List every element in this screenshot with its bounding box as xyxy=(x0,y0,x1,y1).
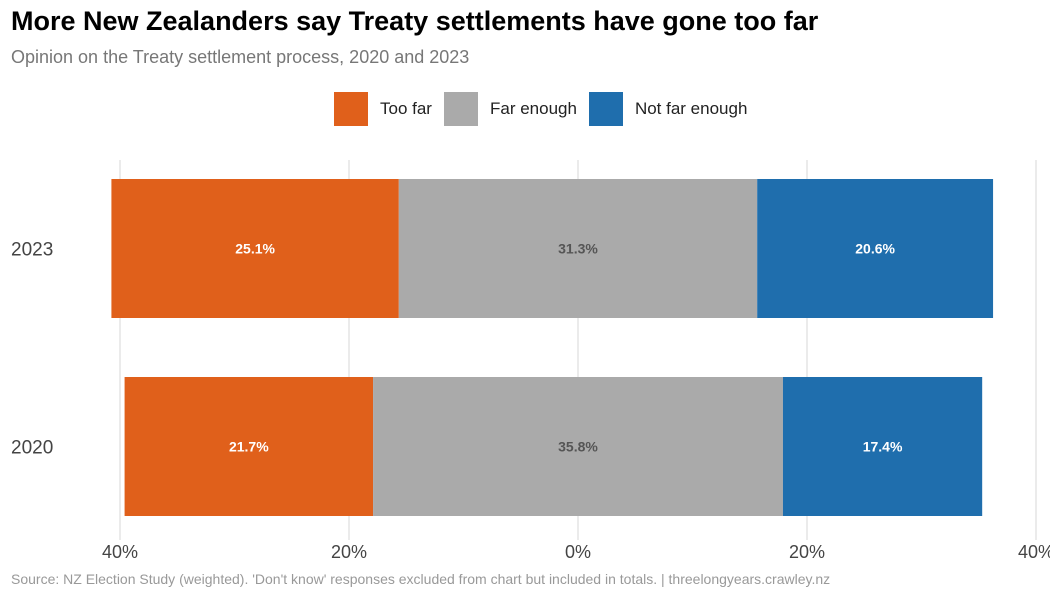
source-note: Source: NZ Election Study (weighted). 'D… xyxy=(11,571,831,587)
legend-swatch xyxy=(588,92,623,126)
legend-label: Too far xyxy=(380,99,432,118)
legend-swatch xyxy=(334,92,368,126)
data-label: 17.4% xyxy=(863,439,903,455)
legend-label: Not far enough xyxy=(634,99,748,118)
bar-not-far-enough xyxy=(782,377,983,516)
x-tick-label: 0% xyxy=(565,542,591,562)
y-tick-label: 2020 xyxy=(11,438,53,459)
bar-far-enough xyxy=(398,179,758,318)
data-label: 35.8% xyxy=(558,439,598,455)
legend-item-too-far: Too far xyxy=(334,92,432,126)
data-label: 20.6% xyxy=(855,241,895,257)
data-label: 21.7% xyxy=(229,439,269,455)
chart-subtitle: Opinion on the Treaty settlement process… xyxy=(11,47,470,67)
legend: Too far Far enough Not far enough xyxy=(334,92,759,126)
bar-too-far xyxy=(111,179,399,318)
bar-not-far-enough xyxy=(757,179,994,318)
legend-label: Far enough xyxy=(489,99,577,118)
x-tick-label: 20% xyxy=(789,542,825,562)
x-tick-label: 40% xyxy=(1018,542,1050,562)
data-label: 31.3% xyxy=(558,241,598,257)
legend-item-far-enough: Far enough xyxy=(443,92,577,126)
bar-too-far xyxy=(124,377,374,516)
bar-far-enough xyxy=(373,377,783,516)
y-tick-label: 2023 xyxy=(11,240,53,261)
legend-item-not-far-enough: Not far enough xyxy=(588,92,748,126)
x-tick-label: 20% xyxy=(331,542,367,562)
chart-title: More New Zealanders say Treaty settlemen… xyxy=(11,6,819,36)
x-tick-label: 40% xyxy=(102,542,138,562)
data-label: 25.1% xyxy=(235,241,275,257)
legend-swatch xyxy=(443,92,478,126)
